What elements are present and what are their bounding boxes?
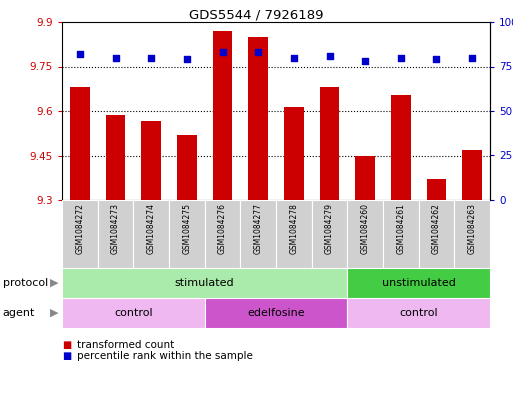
Text: GSM1084261: GSM1084261 bbox=[397, 203, 405, 253]
Text: GSM1084262: GSM1084262 bbox=[432, 203, 441, 253]
Text: GSM1084277: GSM1084277 bbox=[253, 203, 263, 254]
Text: GSM1084279: GSM1084279 bbox=[325, 203, 334, 254]
Bar bbox=[391, 95, 410, 200]
Bar bbox=[177, 135, 196, 200]
Bar bbox=[205, 298, 347, 328]
Text: ■: ■ bbox=[62, 340, 71, 350]
Bar bbox=[356, 156, 375, 200]
Text: control: control bbox=[114, 308, 153, 318]
Text: GSM1084276: GSM1084276 bbox=[218, 203, 227, 254]
Bar bbox=[276, 200, 312, 268]
Bar bbox=[62, 268, 347, 298]
Bar bbox=[284, 107, 304, 200]
Text: stimulated: stimulated bbox=[175, 278, 234, 288]
Text: ▶: ▶ bbox=[50, 308, 58, 318]
Bar bbox=[106, 116, 125, 200]
Point bbox=[397, 55, 405, 61]
Bar bbox=[62, 200, 97, 268]
Text: unstimulated: unstimulated bbox=[382, 278, 456, 288]
Text: GSM1084273: GSM1084273 bbox=[111, 203, 120, 254]
Point bbox=[325, 53, 333, 59]
Point bbox=[147, 55, 155, 61]
Bar bbox=[383, 200, 419, 268]
Bar bbox=[133, 200, 169, 268]
Bar bbox=[169, 200, 205, 268]
Text: edelfosine: edelfosine bbox=[247, 308, 305, 318]
Text: GSM1084275: GSM1084275 bbox=[182, 203, 191, 254]
Point bbox=[254, 49, 262, 55]
Bar bbox=[320, 87, 339, 200]
Bar bbox=[347, 268, 490, 298]
Text: protocol: protocol bbox=[3, 278, 48, 288]
Bar bbox=[205, 200, 240, 268]
Text: GSM1084263: GSM1084263 bbox=[468, 203, 477, 254]
Point bbox=[219, 49, 227, 55]
Text: transformed count: transformed count bbox=[77, 340, 174, 350]
Point bbox=[468, 55, 476, 61]
Bar bbox=[70, 87, 90, 200]
Text: agent: agent bbox=[3, 308, 35, 318]
Bar bbox=[419, 200, 455, 268]
Text: ■: ■ bbox=[62, 351, 71, 361]
Bar bbox=[427, 179, 446, 200]
Bar bbox=[347, 298, 490, 328]
Text: GSM1084260: GSM1084260 bbox=[361, 203, 370, 254]
Bar bbox=[142, 121, 161, 200]
Bar bbox=[312, 200, 347, 268]
Bar bbox=[97, 200, 133, 268]
Text: GSM1084272: GSM1084272 bbox=[75, 203, 84, 253]
Bar bbox=[347, 200, 383, 268]
Bar bbox=[62, 298, 205, 328]
Point bbox=[183, 56, 191, 62]
Text: percentile rank within the sample: percentile rank within the sample bbox=[77, 351, 253, 361]
Text: GSM1084274: GSM1084274 bbox=[147, 203, 155, 254]
Bar bbox=[462, 150, 482, 200]
Point bbox=[111, 55, 120, 61]
Bar bbox=[455, 200, 490, 268]
Point bbox=[290, 55, 298, 61]
Text: ▶: ▶ bbox=[50, 278, 58, 288]
Point bbox=[361, 58, 369, 64]
Bar bbox=[240, 200, 276, 268]
Text: GDS5544 / 7926189: GDS5544 / 7926189 bbox=[189, 8, 324, 21]
Point bbox=[76, 51, 84, 57]
Point bbox=[432, 56, 441, 62]
Text: GSM1084278: GSM1084278 bbox=[289, 203, 299, 253]
Bar bbox=[213, 31, 232, 200]
Text: control: control bbox=[399, 308, 438, 318]
Bar bbox=[248, 37, 268, 200]
